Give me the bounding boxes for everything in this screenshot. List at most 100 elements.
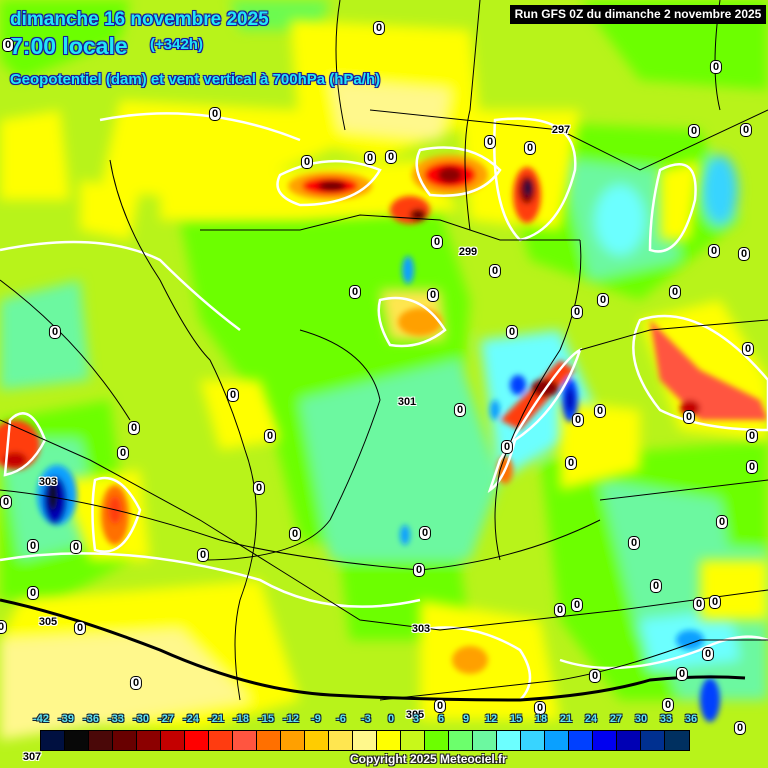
colorbar-swatch (377, 731, 401, 750)
zero-contour-label: 0 (384, 150, 398, 164)
zero-contour-label: 0 (483, 135, 497, 149)
colorbar-legend (40, 730, 690, 751)
zero-contour-label: 0 (363, 151, 377, 165)
colorbar-swatch (305, 731, 329, 750)
zero-contour-label: 0 (739, 123, 753, 137)
zero-contour-label: 0 (288, 527, 302, 541)
model-run-label: Run GFS 0Z du dimanche 2 novembre 2025 (510, 5, 766, 24)
copyright-text: Copyright 2025 Meteociel.fr (350, 752, 507, 766)
zero-contour-label: 0 (196, 548, 210, 562)
colorbar-swatch (425, 731, 449, 750)
zero-contour-label: 0 (1, 38, 15, 52)
zero-contour-label: 0 (668, 285, 682, 299)
geopotential-contour-label: 303 (411, 623, 431, 635)
colorbar-tick-label: 30 (634, 713, 648, 725)
zero-contour-label: 0 (570, 305, 584, 319)
colorbar-swatch (521, 731, 545, 750)
colorbar-tick-label: -27 (158, 713, 174, 725)
zero-contour-label: 0 (588, 669, 602, 683)
borders (0, 0, 768, 701)
geopotential-contour-label: 301 (397, 396, 417, 408)
geopotential-contour-label: 305 (38, 616, 58, 628)
zero-contour-label: 0 (127, 421, 141, 435)
zero-contour-label: 0 (412, 563, 426, 577)
zero-contour-label: 0 (682, 410, 696, 424)
zero-contour-label: 0 (593, 404, 607, 418)
zero-contour-label: 0 (433, 699, 447, 713)
zero-contour-label: 0 (26, 539, 40, 553)
colorbar-swatch (137, 731, 161, 750)
geopotential-contour-label: 307 (22, 751, 42, 763)
zero-contour-label: 0 (426, 288, 440, 302)
zero-contour-label: 0 (741, 342, 755, 356)
colorbar-tick-label: -42 (33, 713, 49, 725)
colorbar-tick-label: -33 (108, 713, 124, 725)
colorbar-tick-label: -30 (133, 713, 149, 725)
zero-contour-label: 0 (553, 603, 567, 617)
colorbar-tick-label: 21 (559, 713, 573, 725)
colorbar-swatch (569, 731, 593, 750)
colorbar-tick-label: 24 (584, 713, 598, 725)
zero-contour-label: 0 (745, 429, 759, 443)
zero-contour-label: 0 (733, 721, 747, 735)
colorbar-tick-label: 27 (609, 713, 623, 725)
zero-contour-label: 0 (715, 515, 729, 529)
colorbar-swatch (89, 731, 113, 750)
colorbar-swatch (473, 731, 497, 750)
geopotential-contour-label: 299 (458, 246, 478, 258)
zero-contour-label: 0 (263, 429, 277, 443)
colorbar-tick-label: -21 (208, 713, 224, 725)
zero-contour-label: 0 (26, 586, 40, 600)
colorbar-swatch (617, 731, 641, 750)
geopotential-contour-label: 297 (551, 124, 571, 136)
zero-contour-label: 0 (488, 264, 502, 278)
zero-contour-label: 0 (709, 60, 723, 74)
zero-contour-label: 0 (564, 456, 578, 470)
zero-contour-label: 0 (116, 446, 130, 460)
colorbar-tick-label: -3 (361, 713, 371, 725)
zero-contour-label: 0 (701, 647, 715, 661)
colorbar-swatch (233, 731, 257, 750)
zero-contour-label: 0 (73, 621, 87, 635)
zero-contour-label: 0 (707, 244, 721, 258)
colorbar-tick-label: 12 (484, 713, 498, 725)
zero-contour-label: 0 (505, 325, 519, 339)
zero-contour-label: 0 (596, 293, 610, 307)
colorbar-swatch (641, 731, 665, 750)
colorbar-tick-label: -12 (283, 713, 299, 725)
zero-contour-label: 0 (69, 540, 83, 554)
colorbar-tick-label: 33 (659, 713, 673, 725)
zero-contour-label: 0 (500, 440, 514, 454)
colorbar-tick-label: 36 (684, 713, 698, 725)
geopotential-contour-label: 305 (405, 709, 425, 721)
colorbar-swatch (449, 731, 473, 750)
zero-contour-label: 0 (571, 413, 585, 427)
colorbar-tick-label: -36 (83, 713, 99, 725)
colorbar-swatch (113, 731, 137, 750)
colorbar-tick-label: -24 (183, 713, 199, 725)
colorbar-tick-label: 9 (462, 713, 470, 725)
colorbar-swatch (281, 731, 305, 750)
forecast-date: dimanche 16 novembre 2025 (10, 9, 269, 30)
zero-contour-label: 0 (745, 460, 759, 474)
zero-contour-label: 0 (661, 698, 675, 712)
zero-contour-label: 0 (533, 701, 547, 715)
zero-contour-label: 0 (523, 141, 537, 155)
parameter-title: Geopotentiel (dam) et vent vertical à 70… (10, 71, 381, 88)
zero-contour-label: 0 (453, 403, 467, 417)
forecast-time: 7:00 locale (10, 33, 128, 59)
colorbar-swatch (257, 731, 281, 750)
zero-contour-label: 0 (708, 595, 722, 609)
colorbar-swatch (185, 731, 209, 750)
forecast-lead-time: (+342h) (150, 36, 203, 53)
colorbar-swatch (353, 731, 377, 750)
colorbar-swatch (329, 731, 353, 750)
zero-contour-label: 0 (0, 495, 13, 509)
zero-contour-label: 0 (226, 388, 240, 402)
colorbar-swatch (401, 731, 425, 750)
zero-contour-label: 0 (675, 667, 689, 681)
zero-contour-label: 0 (430, 235, 444, 249)
zero-contour-label: 0 (649, 579, 663, 593)
geopotential-contour-label: 303 (38, 476, 58, 488)
